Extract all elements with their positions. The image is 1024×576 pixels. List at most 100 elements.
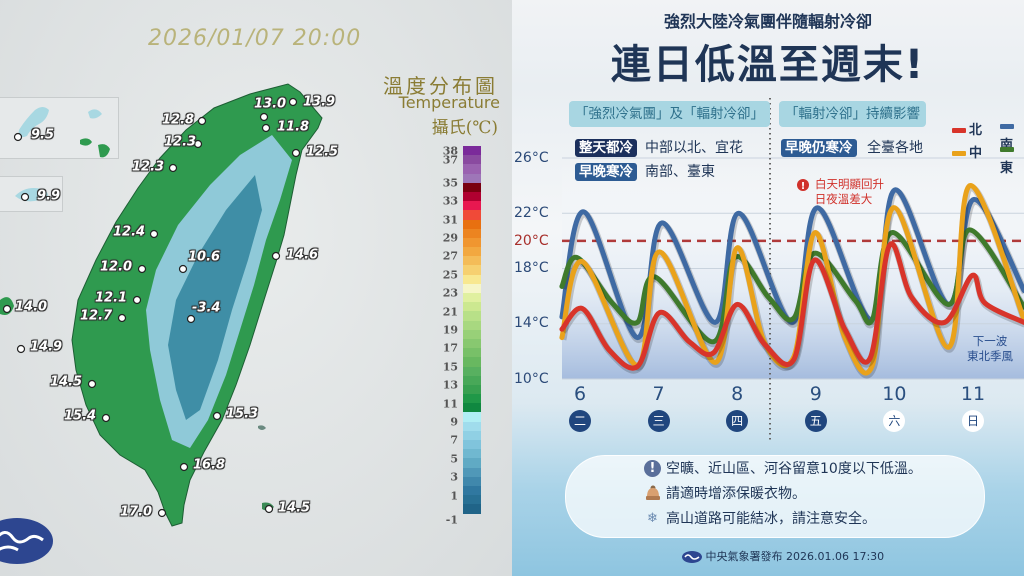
legend-swatch (952, 128, 966, 133)
station-dot (132, 295, 142, 305)
station-temperature: 10.6 (188, 249, 221, 265)
station-temperature: 15.4 (64, 408, 97, 424)
station-temperature: 12.7 (80, 308, 113, 324)
station-temperature: -3.4 (192, 300, 221, 316)
y-tick-20: 20°C (514, 233, 549, 249)
colorbar-segment (463, 403, 481, 413)
legend-swatch (1000, 124, 1014, 129)
station-dot (20, 192, 30, 202)
station-temperature: 12.4 (113, 224, 146, 240)
station-dot (261, 123, 271, 133)
colorbar-segment (463, 311, 481, 321)
colorbar-segment (463, 210, 481, 220)
station-dot (157, 508, 167, 518)
station-temperature: 12.3 (132, 159, 165, 175)
station-temperature: 14.9 (30, 339, 63, 355)
cwa-logo (0, 518, 53, 564)
colorbar-label: 19 (442, 323, 458, 337)
station-dot (13, 132, 23, 142)
high-mountain-region (168, 175, 262, 420)
station-temperature: 11.8 (277, 119, 310, 135)
weekday-badge: 六 (883, 410, 906, 432)
station-dot (259, 112, 269, 122)
colorbar-label: 31 (442, 213, 458, 227)
region-text-1: 中部以北、宜花 (645, 140, 743, 156)
annotation-line-1: 白天明顯回升 (815, 177, 884, 191)
notice-text: 高山道路可能結冰，請注意安全。 (666, 511, 876, 527)
phase-1-label: 「強烈冷氣團」及「輻射冷卻」 (569, 101, 770, 127)
station-dot (2, 304, 12, 314)
temperature-line-chart: ! (559, 98, 1024, 440)
colorbar-segment (463, 146, 481, 156)
colorbar-segment (463, 449, 481, 459)
station-dot (178, 264, 188, 274)
safety-notice-panel: ! 空曠、近山區、河谷留意10度以下低溫。 請適時增添保暖衣物。 ❄ 高山道路可… (565, 455, 985, 538)
colorbar-segment (463, 476, 481, 486)
colorbar-segment (463, 228, 481, 238)
legend-swatch (952, 151, 966, 156)
station-dot (212, 411, 222, 421)
station-temperature: 13.0 (254, 96, 287, 112)
cwa-logo-icon (682, 551, 702, 563)
colorbar-segment (463, 283, 481, 293)
station-temperature: 15.3 (226, 406, 259, 422)
colorbar-segment (463, 495, 481, 505)
station-dot (101, 413, 111, 423)
station-temperature: 14.5 (50, 374, 83, 390)
colorbar-label: 3 (450, 470, 458, 484)
colorbar-segment (463, 504, 481, 514)
y-tick-18: 18°C (514, 260, 549, 276)
colorbar-segment (463, 256, 481, 266)
station-dot (117, 313, 127, 323)
station-dot (179, 462, 189, 472)
series-line-北 (559, 241, 1024, 371)
weekday-badge: 三 (647, 410, 670, 432)
phase-2-label: 「輻射冷卻」持續影響 (779, 101, 926, 127)
station-markers (2, 97, 301, 518)
weekday-badge: 四 (726, 410, 749, 432)
footer-text: 中央氣象署發布 2026.01.06 17:30 (705, 550, 885, 563)
colorbar-segment (463, 164, 481, 174)
x-tick-day: 11 (960, 383, 986, 405)
colorbar-label: 11 (442, 397, 458, 411)
annotation-warning-icon: ! (797, 179, 809, 192)
x-tick-day: 9 (809, 383, 822, 405)
colorbar-label: 9 (450, 415, 458, 429)
station-temperature: 14.5 (278, 500, 311, 516)
weekday-badge: 日 (962, 410, 984, 432)
tag-all-day-cold: 整天都冷 (575, 139, 637, 157)
colorbar-label: 1 (450, 489, 458, 503)
legend-east: 東 (1000, 142, 1024, 176)
station-dot (288, 97, 298, 107)
colorbar-segment (463, 338, 481, 349)
legend-north: 北 (952, 119, 982, 138)
station-temperature: 12.3 (164, 134, 197, 150)
colorbar-segment (463, 440, 481, 450)
station-dot (16, 344, 26, 354)
station-temperature: 14.0 (15, 299, 48, 315)
cold-wave-poster: 強烈大陸冷氣團伴隨輻射冷卻 連日低溫至週末! ! 「強烈冷氣團」及「輻射冷卻」 … (512, 0, 1024, 576)
station-dot (271, 251, 281, 261)
tag-morning-evening-cold: 早晚寒冷 (575, 163, 637, 181)
next-monsoon-note: 下一波 東北季風 (967, 334, 1013, 364)
station-temperature: 12.1 (95, 290, 128, 306)
y-tick-14: 14°C (514, 315, 549, 331)
colorbar-label: 7 (450, 433, 458, 447)
poster-title: 連日低溫至週末! (610, 42, 926, 88)
x-tick-day: 8 (731, 383, 744, 405)
notice-text: 請適時增添保暖衣物。 (666, 486, 806, 502)
snowflake-icon: ❄ (647, 511, 658, 526)
annotation-daytime-rise: 白天明顯回升 日夜溫差大 (803, 177, 884, 207)
colorbar-segment (463, 247, 481, 257)
station-temperature: 17.0 (120, 504, 153, 520)
colorbar-segment (463, 293, 481, 303)
station-dot (291, 148, 301, 158)
weekday-badge: 五 (804, 410, 827, 432)
colorbar-label: 13 (442, 378, 458, 392)
station-dot (193, 139, 203, 149)
region-text-3: 全臺各地 (867, 140, 923, 156)
colorbar-segment (463, 366, 481, 376)
series-line-東 (559, 227, 1024, 345)
beanie-icon (644, 485, 661, 502)
weekday-badge: 二 (569, 410, 591, 432)
